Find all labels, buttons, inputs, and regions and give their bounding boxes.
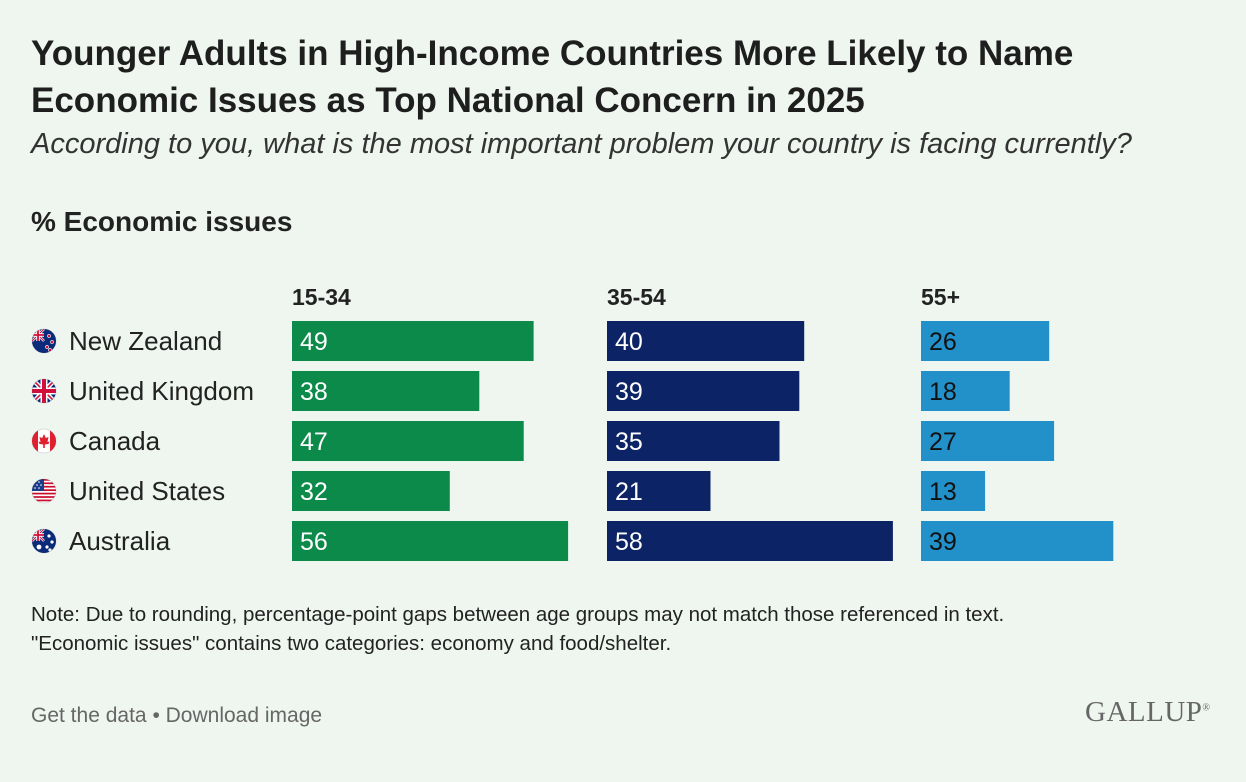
chart-subtitle: According to you, what is the most impor… <box>31 128 1132 160</box>
united-kingdom-flag-icon <box>31 378 57 404</box>
bar-value-label: 35 <box>615 428 643 456</box>
australia-flag-icon <box>31 528 57 554</box>
bar-value-label: 18 <box>929 378 957 406</box>
bar-value-label: 39 <box>929 528 957 556</box>
bar-value-label: 26 <box>929 328 957 356</box>
bar-15-34-united-states <box>292 471 450 511</box>
bar-value-label: 58 <box>615 528 643 556</box>
country-label: United States <box>69 476 225 506</box>
canada-flag-icon <box>31 428 57 454</box>
footer-separator: • <box>152 704 160 727</box>
bar-value-label: 40 <box>615 328 643 356</box>
bar-35-54-united-kingdom <box>607 371 800 411</box>
bar-35-54-canada <box>607 421 780 461</box>
bar-chart: 15-34 35-54 55+ New Zealand 49 40 26 United Kin… <box>31 284 1114 561</box>
metric-label: % Economic issues <box>31 206 293 237</box>
bar-35-54-new-zealand <box>607 321 805 361</box>
bar-55plus-canada <box>921 421 1055 461</box>
panel-header-3: 55+ <box>921 284 960 310</box>
brand-name: GALLUP <box>1085 696 1203 728</box>
bar-55plus-australia <box>921 521 1114 561</box>
download-image-link[interactable]: Download image <box>165 704 323 727</box>
chart-note: Note: Due to rounding, percentage-point … <box>31 600 1221 658</box>
bar-value-label: 32 <box>300 478 328 506</box>
note-line-2: "Economic issues" contains two categorie… <box>31 632 672 655</box>
bar-35-54-united-states <box>607 471 711 511</box>
bar-value-label: 47 <box>300 428 328 456</box>
country-label: United Kingdom <box>69 376 254 406</box>
country-label: Canada <box>69 426 161 456</box>
country-label: New Zealand <box>69 326 222 356</box>
bar-55plus-united-states <box>921 471 986 511</box>
bar-35-54-australia <box>607 521 893 561</box>
get-data-link[interactable]: Get the data <box>31 704 147 727</box>
bar-55plus-united-kingdom <box>921 371 1010 411</box>
bar-15-34-canada <box>292 421 524 461</box>
footer-links: Get the data • Download image <box>31 704 322 728</box>
bar-55plus-new-zealand <box>921 321 1050 361</box>
country-label: Australia <box>69 526 171 556</box>
brand-mark: ® <box>1202 702 1211 714</box>
panel-header-1: 15-34 <box>292 284 351 310</box>
bar-value-label: 39 <box>615 378 643 406</box>
gallup-logo: GALLUP® <box>1085 696 1211 729</box>
bar-value-label: 56 <box>300 528 328 556</box>
bar-15-34-australia <box>292 521 569 561</box>
chart-title: Younger Adults in High-Income Countries … <box>31 34 1074 120</box>
bar-value-label: 27 <box>929 428 957 456</box>
bar-value-label: 38 <box>300 378 328 406</box>
bar-value-label: 13 <box>929 478 957 506</box>
bar-value-label: 21 <box>615 478 643 506</box>
note-line-1: Note: Due to rounding, percentage-point … <box>31 603 1005 626</box>
new-zealand-flag-icon <box>31 328 57 354</box>
united-states-flag-icon <box>31 478 57 504</box>
bar-15-34-new-zealand <box>292 321 534 361</box>
bar-value-label: 49 <box>300 328 328 356</box>
bar-15-34-united-kingdom <box>292 371 480 411</box>
panel-header-2: 35-54 <box>607 284 666 310</box>
